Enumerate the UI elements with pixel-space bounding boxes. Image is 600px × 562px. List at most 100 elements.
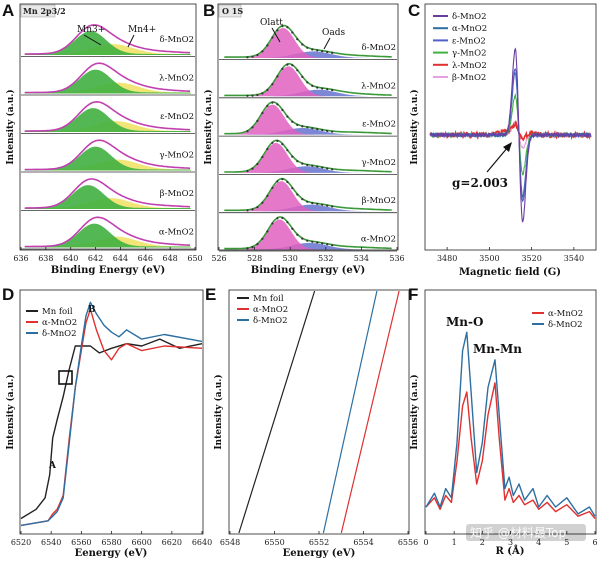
panel-b-data-point: [286, 63, 289, 66]
panel-b-data-point: [321, 87, 324, 90]
panel-c-ylabel: Intensity (a.u.): [409, 89, 420, 164]
panel-b-data-point: [246, 169, 249, 173]
panel-b-data-point: [301, 75, 304, 78]
panel-d-series-line: [20, 301, 203, 527]
panel-b-data-point: [266, 194, 269, 197]
panel-b-data-point: [271, 36, 274, 39]
panel-d-frame: [19, 289, 204, 535]
panel-a-mn3-area: [24, 185, 192, 209]
panel-a-xtick-label: 642: [88, 254, 103, 263]
panel-a-anno-mn4-arrow: [127, 34, 135, 48]
panel-b-data-point: [286, 115, 289, 118]
panel-f-anno-mno: Mn-O: [446, 315, 483, 329]
panel-a-xtick-label: 644: [113, 254, 128, 263]
panel-a-envelope-line: [24, 62, 190, 94]
panel-b-data-point: [321, 203, 324, 206]
panel-e-xtick-label: 6554: [353, 538, 373, 547]
panel-a-envelope-line: [24, 178, 191, 209]
panel-b-data-point: [296, 123, 299, 126]
panel-b-data-point: [316, 86, 319, 89]
panel-d-label: D: [2, 285, 14, 304]
panel-b-xlabel: Binding Energy (eV): [251, 265, 365, 276]
panel-b-olatt-area: [224, 219, 392, 250]
panel-b-data-point: [266, 230, 269, 233]
panel-d-xtick-label: 6580: [101, 538, 121, 547]
panel-b-data-point: [251, 167, 254, 170]
panel-b-series: γ-MnO2: [219, 139, 397, 175]
panel-b-data-point: [271, 141, 274, 144]
panel-b-data-point: [306, 163, 309, 167]
panel-b-data-point: [301, 43, 304, 46]
panel-c-legend-label: λ-MnO2: [452, 61, 487, 71]
panel-e-plot: 6548 6550 6552 6554 6556: [220, 290, 418, 547]
panel-c-anno-g: g=2.003: [452, 176, 508, 190]
panel-b-series: δ-MnO2: [219, 24, 397, 60]
panel-a-xtick-label: 650: [187, 254, 202, 263]
panel-a-ylabel: Intensity (a.u.): [5, 89, 16, 164]
panel-b-data-point: [251, 126, 254, 129]
panel-a-xtick-label: 648: [163, 254, 178, 263]
panel-a-series-label: ε-MnO2: [160, 112, 194, 122]
panel-b-olatt-area: [224, 181, 392, 212]
panel-d-anno-b: B: [88, 305, 96, 315]
panel-b-data-point: [261, 92, 264, 95]
panel-a-anno-mn3: Mn3+: [77, 25, 105, 35]
panel-f-xtick-label: 4: [536, 538, 541, 547]
panel-c-xtick-label: 3500: [479, 254, 499, 263]
panel-a-mn3-area: [24, 31, 192, 55]
panel-e-xtick-label: 6556: [398, 538, 418, 547]
panel-b-data-point: [286, 221, 289, 224]
panel-e: E 6548 6550 6552 6554 6556 Mn foilα-MnO2δ-Mn…: [205, 285, 418, 559]
panel-a-anno-mn3-arrow: [83, 34, 102, 46]
panel-b-data-point: [291, 227, 294, 230]
panel-b-data-point: [326, 243, 329, 246]
panel-b-xtick-label: 528: [247, 254, 262, 263]
panel-a-series-label: γ-MnO2: [159, 151, 194, 161]
panel-a-series: ε-MnO2: [21, 100, 195, 134]
panel-b-olatt-area: [224, 104, 392, 135]
panel-b-xtick-label: 536: [389, 254, 404, 263]
panel-b-data-point: [256, 119, 259, 122]
panel-f-legend-label: α-MnO2: [548, 309, 583, 319]
panel-b-data-point: [331, 205, 334, 208]
panel-b-data-point: [256, 93, 259, 97]
panel-a-xtick-label: 636: [13, 254, 28, 263]
panel-b-data-point: [246, 94, 249, 97]
panel-a-mn3-area: [24, 146, 192, 171]
panel-a-title: Mn 2p3/2: [23, 6, 66, 16]
panel-b-data-point: [331, 88, 334, 92]
panel-d-zoom-box: [58, 370, 73, 385]
panel-b-data-point: [291, 155, 294, 158]
panel-d-xtick-label: 6560: [71, 538, 91, 547]
panel-c-xtick-label: 3540: [564, 254, 584, 263]
panel-b-data-point: [251, 246, 254, 249]
panel-b-data-point: [316, 165, 319, 168]
panel-b-title-box: [218, 4, 242, 18]
panel-b: B O 1S δ-MnO2 λ-MnO2 ε-MnO2 γ-MnO2 β-MnO2 α-M…: [203, 1, 405, 276]
panel-b-data-point: [271, 186, 274, 189]
panel-b-data-point: [256, 53, 259, 57]
panel-b-data-point: [251, 55, 254, 58]
panel-c-xlabel: Magnetic field (G): [459, 267, 561, 278]
panel-b-data-point: [276, 139, 279, 142]
panel-c-anno-g-arrow: [486, 146, 509, 173]
panel-b-oads-area: [224, 166, 392, 173]
panel-b-data-point: [301, 162, 304, 165]
panel-b-data-point: [316, 241, 319, 244]
panel-b-data-point: [246, 209, 249, 212]
panel-f-anno-mnmn: Mn-Mn: [473, 342, 522, 356]
panel-a-series: α-MnO2: [21, 216, 195, 250]
panel-f-label: F: [408, 285, 418, 304]
panel-b-data-point: [246, 247, 249, 250]
panel-a-xtick-label: 638: [38, 254, 53, 263]
panel-b-data-point: [316, 202, 319, 205]
panel-b-data-point: [326, 88, 329, 91]
panel-b-data-point: [266, 88, 269, 92]
panel-b-xtick-label: 534: [354, 254, 369, 263]
panel-b-data-point: [326, 129, 329, 132]
panel-c-legend-label: β-MnO2: [452, 73, 486, 83]
panel-c-legend-label: γ-MnO2: [452, 49, 487, 59]
panel-b-data-point: [306, 126, 309, 129]
panel-a-xlabel: Binding Energy (eV): [51, 265, 165, 276]
panel-b-plot: δ-MnO2 λ-MnO2 ε-MnO2 γ-MnO2 β-MnO2 α-MnO2 526 5…: [211, 24, 405, 263]
